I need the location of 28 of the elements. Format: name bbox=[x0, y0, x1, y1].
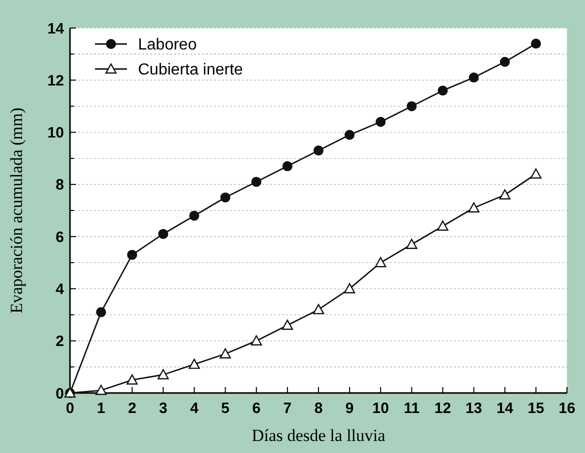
y-tick-label: 4 bbox=[56, 280, 65, 298]
legend-label: Laboreo bbox=[138, 36, 197, 54]
y-tick-label: 2 bbox=[56, 333, 64, 350]
y-tick-label: 8 bbox=[56, 176, 64, 194]
y-tick-label: 12 bbox=[47, 72, 64, 90]
x-axis-title: Días desde la lluvia bbox=[252, 426, 386, 445]
x-tick-label: 11 bbox=[404, 400, 420, 417]
x-tick-label: 13 bbox=[465, 400, 482, 417]
x-tick-label: 4 bbox=[190, 400, 200, 417]
x-tick-label: 1 bbox=[96, 400, 106, 417]
x-tick-label: 16 bbox=[558, 400, 576, 417]
x-tick-label: 12 bbox=[434, 400, 452, 417]
y-tick-label: 0 bbox=[56, 385, 64, 402]
x-tick-label: 15 bbox=[528, 400, 544, 417]
x-tick-label: 9 bbox=[345, 400, 354, 417]
x-tick-label: 7 bbox=[283, 400, 292, 417]
x-tick-label: 5 bbox=[221, 400, 230, 417]
y-tick-label: 10 bbox=[47, 124, 64, 142]
x-tick-label: 10 bbox=[372, 400, 389, 417]
y-tick-label: 14 bbox=[47, 20, 65, 38]
y-tick-label: 6 bbox=[56, 228, 64, 246]
x-tick-label: 14 bbox=[496, 400, 514, 417]
x-tick-label: 3 bbox=[159, 400, 168, 417]
x-tick-label: 8 bbox=[314, 400, 323, 417]
x-tick-label: 6 bbox=[252, 400, 261, 417]
x-tick-label: 2 bbox=[128, 400, 136, 417]
y-axis-title: Evaporación acumulada (mm) bbox=[7, 108, 26, 314]
legend-label: Cubierta inerte bbox=[138, 62, 244, 79]
